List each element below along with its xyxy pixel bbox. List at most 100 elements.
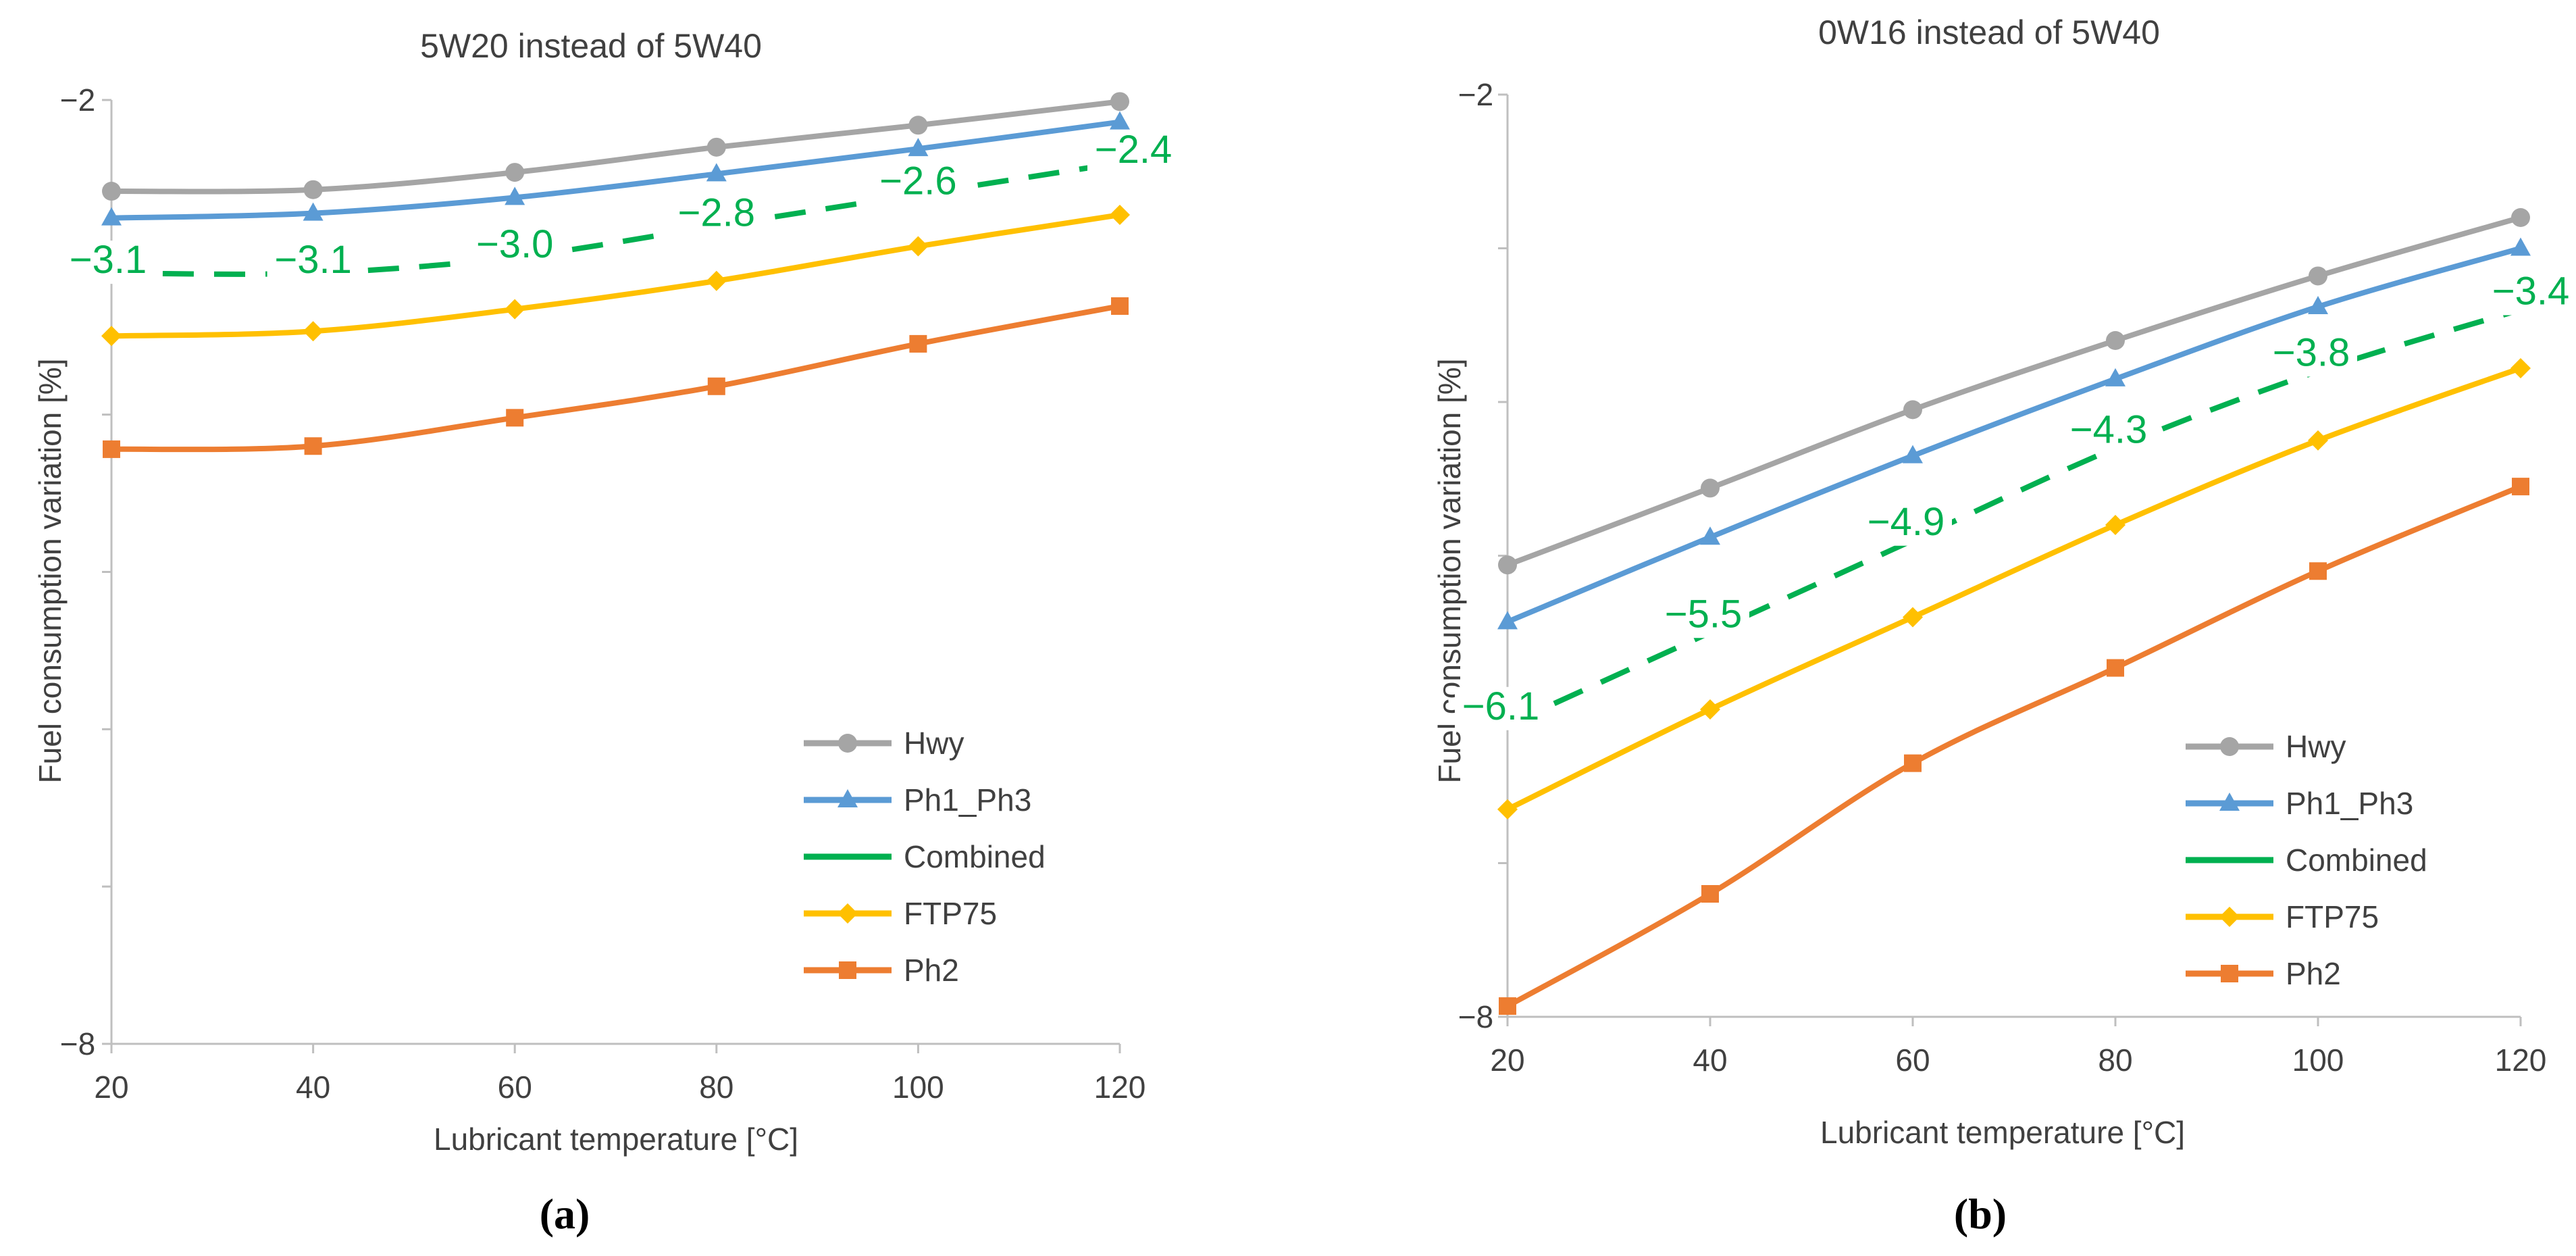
data-label: −2.6 xyxy=(879,159,957,203)
data-point-ftp75 xyxy=(2510,357,2531,378)
data-point-ph1-ph3 xyxy=(1497,611,1518,630)
legend-marker xyxy=(838,903,858,924)
series-hwy xyxy=(102,92,1129,201)
data-point-hwy xyxy=(102,182,121,201)
data-label-bg xyxy=(670,193,763,237)
data-point-ph2 xyxy=(707,377,725,395)
x-tick-label: 40 xyxy=(1693,1043,1727,1078)
series-line-ph2 xyxy=(1506,484,2522,1009)
y-axis-label: Fuel consumption variation [%] xyxy=(32,359,68,784)
data-point-ph1-ph3 xyxy=(2510,237,2531,256)
data-point-hwy xyxy=(1110,92,1129,111)
y-tick-label: −8 xyxy=(1458,999,1493,1034)
x-tick-label: 60 xyxy=(498,1070,532,1105)
data-point-ph1-ph3 xyxy=(2105,368,2126,386)
data-point-hwy xyxy=(2106,331,2125,350)
data-label: −5.5 xyxy=(1665,592,1743,636)
series-line-combined xyxy=(111,160,1120,277)
legend-label: Hwy xyxy=(904,726,964,761)
x-tick-label: 60 xyxy=(1895,1043,1930,1078)
legend-marker xyxy=(838,734,857,753)
data-point-ph2 xyxy=(1111,297,1129,316)
data-point-hwy xyxy=(1701,478,1720,498)
data-label-bg xyxy=(2485,272,2576,316)
series-ph1-ph3 xyxy=(101,111,1130,226)
data-point-ftp75 xyxy=(101,326,122,347)
data-label: −3.1 xyxy=(274,238,352,282)
legend-item-ftp75: FTP75 xyxy=(2186,899,2379,934)
data-label: −2.4 xyxy=(1095,128,1173,172)
legend-item-hwy: Hwy xyxy=(2186,729,2346,764)
data-point-ph2 xyxy=(506,409,524,427)
data-point-ftp75 xyxy=(706,270,727,291)
x-tick-label: 40 xyxy=(296,1070,330,1105)
data-point-ftp75 xyxy=(2105,515,2126,535)
data-label-bg xyxy=(267,241,359,284)
legend-item-ph1-ph3: Ph1_Ph3 xyxy=(2186,786,2413,821)
legend-marker xyxy=(2219,793,2240,811)
series-line-ph1-ph3 xyxy=(111,119,1120,221)
panel-sublabel: (b) xyxy=(1954,1190,2007,1238)
legend-label: Hwy xyxy=(2286,729,2346,764)
series-line-ph2 xyxy=(111,303,1120,453)
data-point-ph2 xyxy=(304,437,322,455)
data-point-ph2 xyxy=(909,334,927,353)
x-tick-label: 80 xyxy=(2098,1043,2132,1078)
legend: Hwy Ph1_Ph3 Combined FTP75 Ph2 xyxy=(2186,729,2427,991)
data-point-ftp75 xyxy=(1497,799,1518,820)
chart-title: 0W16 instead of 5W40 xyxy=(1818,14,2160,51)
chart-title: 5W20 instead of 5W40 xyxy=(420,27,762,65)
series-combined xyxy=(111,160,1120,277)
data-point-hwy xyxy=(2511,208,2530,227)
legend: Hwy Ph1_Ph3 Combined FTP75 Ph2 xyxy=(804,726,1046,988)
data-point-hwy xyxy=(1498,555,1517,575)
legend-label: FTP75 xyxy=(904,896,997,931)
x-tick-label: 100 xyxy=(2292,1043,2344,1078)
data-point-hwy xyxy=(303,180,323,199)
y-tick-label: −2 xyxy=(1458,77,1493,112)
y-tick-label: −8 xyxy=(60,1026,95,1061)
series-line-ph1-ph3 xyxy=(1506,245,2522,625)
x-axis-label: Lubricant temperature [°C] xyxy=(434,1122,798,1157)
legend-item-ph2: Ph2 xyxy=(2186,956,2341,991)
legend-label: Ph2 xyxy=(904,953,959,988)
series-ph2 xyxy=(103,297,1129,458)
legend-marker xyxy=(2220,737,2239,756)
data-label-bg xyxy=(2063,410,2155,454)
data-point-ph2 xyxy=(103,440,120,458)
data-label: −4.9 xyxy=(1867,500,1945,544)
data-label-bg xyxy=(872,161,964,205)
x-tick-label: 20 xyxy=(1490,1043,1524,1078)
x-axis-label: Lubricant temperature [°C] xyxy=(1820,1115,2185,1150)
data-point-ph1-ph3 xyxy=(706,163,727,182)
data-point-ph2 xyxy=(2512,478,2529,496)
data-point-hwy xyxy=(1903,400,1922,420)
data-point-hwy xyxy=(706,137,726,157)
legend-item-ftp75: FTP75 xyxy=(804,896,997,931)
x-tick-label: 80 xyxy=(699,1070,733,1105)
data-label: −3.1 xyxy=(70,238,147,282)
legend-item-ph2: Ph2 xyxy=(804,953,959,988)
data-point-ph1-ph3 xyxy=(908,138,929,157)
data-point-ph2 xyxy=(2107,659,2124,677)
data-point-ftp75 xyxy=(2308,430,2328,451)
x-tick-label: 120 xyxy=(1094,1070,1146,1105)
series-ph1-ph3 xyxy=(1497,237,2531,630)
data-point-ph1-ph3 xyxy=(505,186,525,205)
data-point-ph1-ph3 xyxy=(2308,295,2328,314)
data-label-bg xyxy=(62,241,154,284)
data-label: −3.8 xyxy=(2273,331,2350,375)
data-point-ph2 xyxy=(1904,754,1922,772)
data-point-hwy xyxy=(505,163,525,182)
data-point-ftp75 xyxy=(505,299,525,320)
data-point-ph2 xyxy=(1499,997,1516,1015)
data-point-ftp75 xyxy=(1903,607,1923,628)
data-point-ftp75 xyxy=(303,321,324,342)
legend-marker xyxy=(839,961,856,979)
data-label-bg xyxy=(2265,333,2357,377)
data-label-bg xyxy=(1087,130,1179,174)
data-point-ph1-ph3 xyxy=(1903,445,1923,463)
data-label-bg xyxy=(1657,595,1749,638)
chart-panel-2: 0W16 instead of 5W40 −2 −8 20 40 60 80 100 120 Lu… xyxy=(1432,14,2576,1238)
